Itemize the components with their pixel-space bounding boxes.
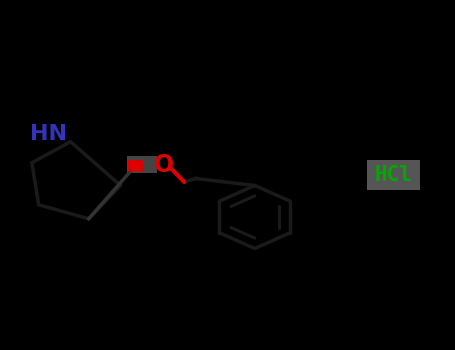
FancyBboxPatch shape xyxy=(367,160,420,190)
Text: HN: HN xyxy=(30,124,67,144)
FancyBboxPatch shape xyxy=(127,156,157,173)
Text: O: O xyxy=(154,153,174,176)
Text: HCl: HCl xyxy=(374,165,413,185)
